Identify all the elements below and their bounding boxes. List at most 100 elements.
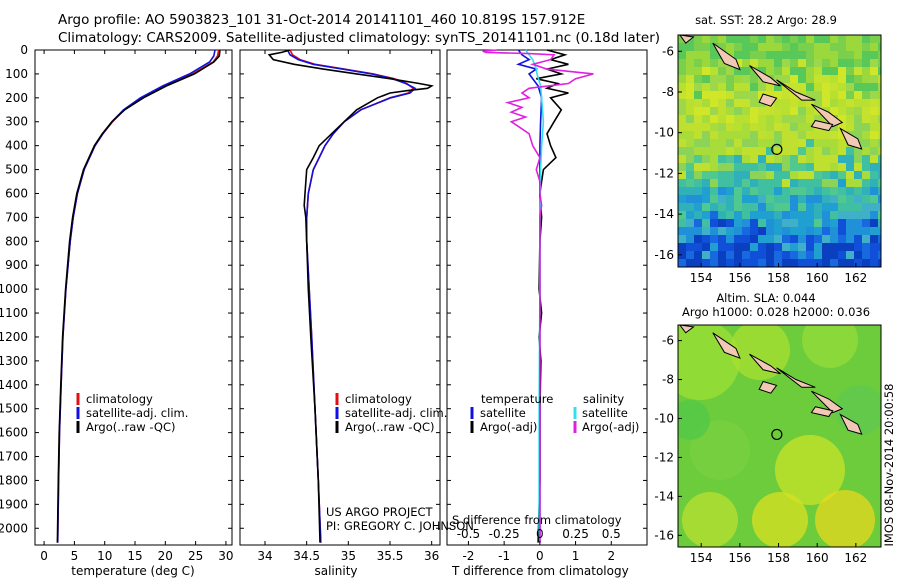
sla-map-axes: 154 156 158 160 162 -6 -8 -10 -12 -14 -16 <box>654 334 867 565</box>
sst-cell <box>758 243 766 251</box>
sst-cell <box>726 115 734 123</box>
sst-cell <box>814 59 822 67</box>
sst-cell <box>686 235 694 243</box>
sst-cell <box>758 59 766 67</box>
sst-cell <box>686 91 694 99</box>
sst-cell <box>702 187 710 195</box>
sst-cell <box>862 67 870 75</box>
sst-cell <box>862 91 870 99</box>
sst-cell <box>790 43 798 51</box>
map-x-tick-label: 156 <box>728 551 751 565</box>
sst-cell <box>766 155 774 163</box>
sst-cell <box>822 83 830 91</box>
sst-cell <box>870 139 878 147</box>
temperature-tick-label: 10 <box>97 549 112 563</box>
sst-cell <box>742 43 750 51</box>
sst-cell <box>838 35 846 43</box>
sst-cell <box>846 187 854 195</box>
sst-cell <box>758 259 766 267</box>
sla-map-frame <box>677 324 882 548</box>
sst-cell <box>782 195 790 203</box>
sst-cell <box>774 59 782 67</box>
sst-cell <box>822 235 830 243</box>
sst-cell <box>806 99 814 107</box>
sst-cell <box>678 35 686 43</box>
sst-cell <box>782 51 790 59</box>
sst-cell <box>742 51 750 59</box>
sst-island <box>679 35 695 44</box>
map-y-tick-label: -10 <box>654 126 674 140</box>
sst-cell <box>766 91 774 99</box>
sst-cell <box>822 155 830 163</box>
sst-cell <box>798 99 806 107</box>
depth-tick-label: 900 <box>5 258 28 272</box>
sst-cell <box>838 251 846 259</box>
sst-cell <box>830 59 838 67</box>
sst-cell <box>742 163 750 171</box>
sst-cell <box>766 211 774 219</box>
series-line-temperature-satellite <box>515 49 543 543</box>
sst-cell <box>718 83 726 91</box>
sst-cell <box>878 35 881 43</box>
sst-cell <box>686 51 694 59</box>
sst-cell <box>862 131 870 139</box>
sst-cell <box>702 107 710 115</box>
sst-cell <box>710 211 718 219</box>
sst-cell <box>790 131 798 139</box>
sla-heatmap-blobs <box>678 325 881 547</box>
sst-cell <box>798 115 806 123</box>
sst-cell <box>678 259 686 267</box>
depth-tick-label: 1500 <box>0 402 28 416</box>
depth-tick-label: 700 <box>5 210 28 224</box>
sst-cell <box>782 91 790 99</box>
sst-cell <box>814 203 822 211</box>
sst-cell <box>702 115 710 123</box>
sst-cell <box>686 187 694 195</box>
sst-cell <box>686 131 694 139</box>
sst-cell <box>710 51 718 59</box>
sst-cell <box>870 251 878 259</box>
sst-cell <box>726 131 734 139</box>
sst-cell <box>686 203 694 211</box>
sst-cell <box>870 259 878 267</box>
sst-cell <box>846 67 854 75</box>
sst-cell <box>862 123 870 131</box>
sst-cell <box>782 107 790 115</box>
sst-cell <box>830 155 838 163</box>
sst-cell <box>790 67 798 75</box>
sst-cell <box>726 99 734 107</box>
sst-cell <box>726 227 734 235</box>
sst-cell <box>710 83 718 91</box>
sst-cell <box>774 123 782 131</box>
sst-cell <box>694 251 702 259</box>
sst-cell <box>870 219 878 227</box>
sst-cell <box>790 219 798 227</box>
sst-cell <box>782 43 790 51</box>
series-line-climatology <box>56 49 220 543</box>
sst-cell <box>758 251 766 259</box>
sst-cell <box>774 75 782 83</box>
sst-cell <box>694 211 702 219</box>
sst-cell <box>782 243 790 251</box>
sst-cell <box>782 219 790 227</box>
sst-cell <box>726 147 734 155</box>
sst-cell <box>814 91 822 99</box>
sst-cell <box>782 211 790 219</box>
sst-cell <box>806 219 814 227</box>
sst-cell <box>702 203 710 211</box>
t-difference-tick-label: -1 <box>498 549 510 563</box>
sst-cell <box>830 139 838 147</box>
sla-island <box>712 332 741 359</box>
sst-cell <box>782 67 790 75</box>
sst-cell <box>686 227 694 235</box>
sst-cell <box>758 203 766 211</box>
map-y-tick-label: -12 <box>654 450 674 464</box>
sst-cell <box>782 35 790 43</box>
sst-cell <box>734 179 742 187</box>
map-y-tick-label: -6 <box>662 44 674 58</box>
salinity-difference-x-axis: -0.5 -0.25 0 0.25 0.5 <box>457 527 621 541</box>
sst-cell <box>862 227 870 235</box>
sst-cell <box>758 107 766 115</box>
sst-cell <box>798 195 806 203</box>
sst-cell <box>870 155 878 163</box>
